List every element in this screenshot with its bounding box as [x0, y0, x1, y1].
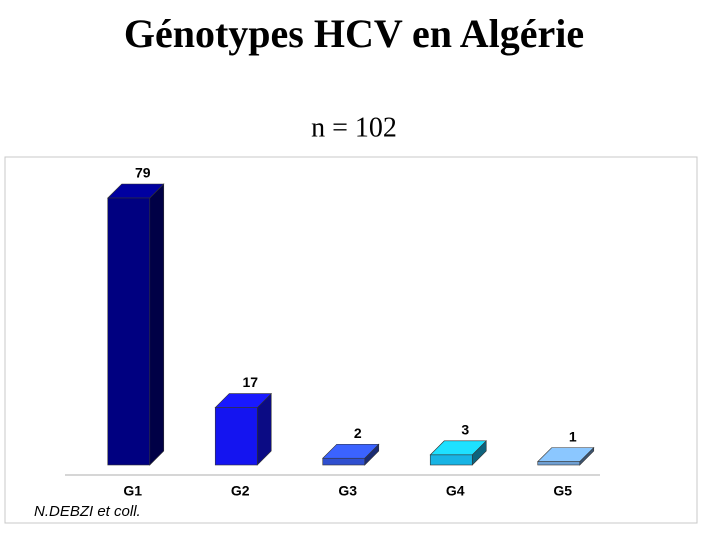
bar-front: [214, 407, 258, 466]
bar: [214, 392, 272, 466]
chart-title: Génotypes HCV en Algérie: [124, 11, 584, 56]
bar-front: [107, 197, 151, 466]
footnote: N.DEBZI et coll.: [34, 503, 141, 520]
plot-frame: [4, 156, 698, 524]
value-label: 1: [569, 428, 577, 444]
value-label: 79: [135, 165, 151, 181]
x-tick-label: G4: [446, 483, 465, 499]
chart-subtitle: n = 102: [311, 112, 397, 143]
x-tick-label: G3: [338, 483, 357, 499]
bar-front: [537, 461, 581, 466]
x-tick-label: G5: [553, 483, 572, 499]
x-tick-label: G2: [231, 483, 250, 499]
value-label: 17: [242, 374, 258, 390]
x-tick-label: G1: [123, 483, 142, 499]
value-label: 2: [354, 425, 362, 441]
bar: [429, 440, 487, 466]
bar: [322, 443, 380, 466]
bar-front: [322, 457, 366, 466]
bar-side: [149, 183, 165, 466]
value-label: 3: [461, 422, 469, 438]
bar-front: [429, 454, 473, 466]
bar: [537, 446, 595, 466]
bar: [107, 183, 165, 466]
